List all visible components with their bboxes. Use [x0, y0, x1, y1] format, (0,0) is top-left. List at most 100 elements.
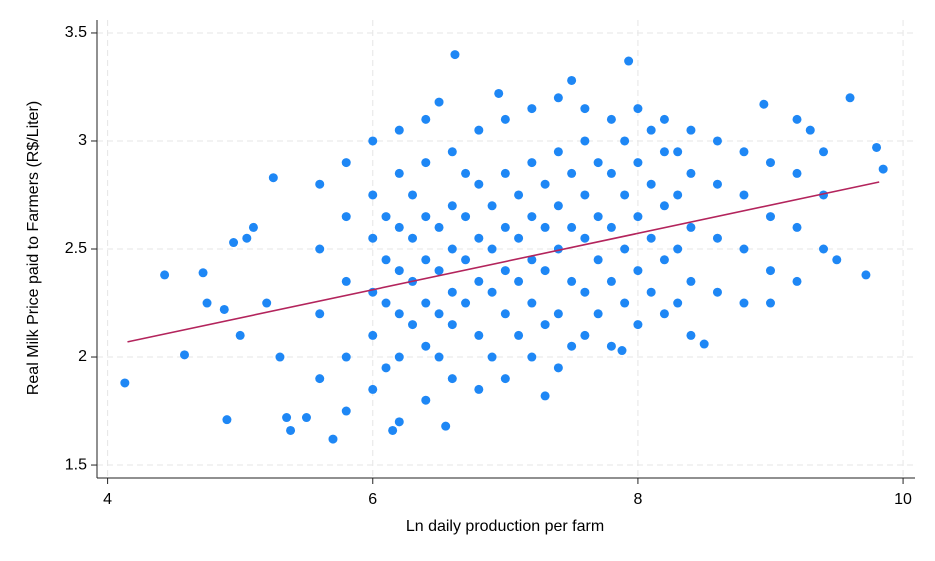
scatter-point [408, 190, 418, 200]
scatter-point [819, 244, 829, 254]
scatter-point [394, 222, 404, 232]
y-tick-label: 3 [78, 132, 87, 149]
scatter-point [673, 244, 683, 254]
scatter-point [500, 374, 510, 384]
scatter-point [447, 147, 457, 157]
x-tick-label: 8 [633, 491, 642, 508]
scatter-point [421, 341, 431, 351]
scatter-point [394, 309, 404, 319]
x-axis-label: Ln daily production per farm [406, 518, 604, 535]
scatter-point [580, 287, 590, 297]
scatter-point [686, 276, 696, 286]
y-tick-label: 3.5 [65, 24, 87, 41]
scatter-point [286, 425, 296, 435]
scatter-point [474, 384, 484, 394]
scatter-point [553, 363, 563, 373]
scatter-point [606, 222, 616, 232]
scatter-point [686, 168, 696, 178]
scatter-point [229, 238, 239, 248]
scatter-point [315, 179, 325, 189]
scatter-point [487, 287, 497, 297]
scatter-point [593, 309, 603, 319]
scatter-point [461, 298, 471, 308]
scatter-point [686, 125, 696, 135]
scatter-point [235, 330, 245, 340]
scatter-point [620, 244, 630, 254]
scatter-point [421, 114, 431, 124]
scatter-point [606, 114, 616, 124]
scatter-point [381, 363, 391, 373]
scatter-point [500, 309, 510, 319]
scatter-point [474, 179, 484, 189]
scatter-point [368, 190, 378, 200]
scatter-point [739, 190, 749, 200]
scatter-point [659, 309, 669, 319]
scatter-point [659, 147, 669, 157]
scatter-point [421, 212, 431, 222]
scatter-point [593, 255, 603, 265]
scatter-point [394, 266, 404, 276]
scatter-point [315, 374, 325, 384]
scatter-point [739, 244, 749, 254]
scatter-point [441, 421, 451, 431]
y-tick-label: 2.5 [65, 240, 87, 257]
scatter-point [394, 168, 404, 178]
scatter-point [421, 158, 431, 168]
scatter-point [301, 413, 311, 423]
scatter-point [580, 330, 590, 340]
scatter-point [262, 298, 272, 308]
scatter-point [527, 158, 537, 168]
scatter-point [180, 350, 190, 360]
scatter-point [673, 147, 683, 157]
scatter-point [832, 255, 842, 265]
scatter-point [408, 320, 418, 330]
scatter-point [368, 136, 378, 146]
scatter-point [394, 417, 404, 427]
scatter-point [341, 352, 351, 362]
scatter-point [434, 352, 444, 362]
scatter-point [567, 276, 577, 286]
scatter-point [792, 276, 802, 286]
scatter-point [527, 255, 537, 265]
scatter-point [540, 391, 550, 401]
scatter-point [487, 201, 497, 211]
y-tick-label: 1.5 [65, 456, 87, 473]
scatter-point [368, 330, 378, 340]
scatter-point [805, 125, 815, 135]
scatter-point [434, 97, 444, 107]
scatter-point [202, 298, 212, 308]
scatter-point [659, 255, 669, 265]
scatter-point [646, 179, 656, 189]
x-tick-label: 6 [368, 491, 377, 508]
scatter-point [580, 233, 590, 243]
scatter-point [434, 222, 444, 232]
scatter-point [315, 309, 325, 319]
scatter-point [739, 298, 749, 308]
scatter-point [646, 233, 656, 243]
scatter-point [686, 222, 696, 232]
scatter-point [341, 276, 351, 286]
x-tick-label: 10 [894, 491, 912, 508]
scatter-point [567, 341, 577, 351]
scatter-point [540, 266, 550, 276]
scatter-point [580, 104, 590, 114]
scatter-point [553, 201, 563, 211]
scatter-point [540, 320, 550, 330]
scatter-point [792, 114, 802, 124]
scatter-point [633, 320, 643, 330]
scatter-point [580, 190, 590, 200]
scatter-point [712, 136, 722, 146]
scatter-point [553, 309, 563, 319]
scatter-point [242, 233, 252, 243]
scatter-point [487, 352, 497, 362]
scatter-point [792, 168, 802, 178]
scatter-point [514, 190, 524, 200]
scatter-point [394, 352, 404, 362]
scatter-point [120, 378, 130, 388]
scatter-point [341, 212, 351, 222]
scatter-point [845, 93, 855, 103]
scatter-point [474, 125, 484, 135]
scatter-point [447, 244, 457, 254]
scatter-point [487, 244, 497, 254]
